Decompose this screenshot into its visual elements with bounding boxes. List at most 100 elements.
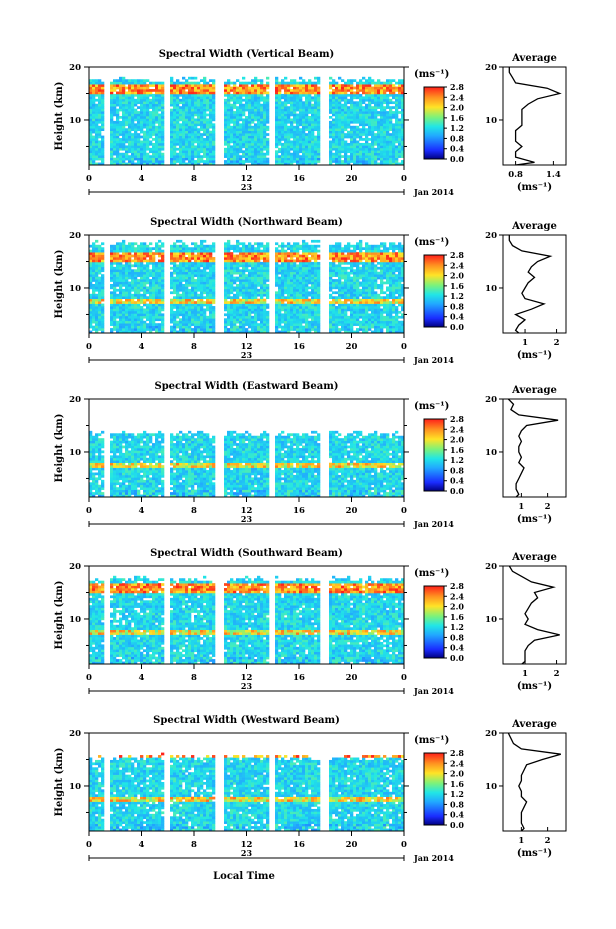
- heatmap-cell: [140, 249, 144, 253]
- heatmap-cell: [95, 264, 99, 268]
- heatmap-cell: [125, 140, 129, 144]
- heatmap-cell: [146, 264, 150, 268]
- heatmap-cell: [350, 133, 354, 136]
- heatmap-cell: [158, 133, 162, 136]
- heatmap-cell: [251, 140, 255, 144]
- heatmap-cell: [224, 81, 228, 85]
- heatmap-cell: [332, 130, 336, 134]
- heatmap-cell: [179, 281, 183, 285]
- heatmap-cell: [212, 308, 216, 312]
- heatmap-cell: [290, 133, 294, 136]
- heatmap-cell: [365, 79, 369, 82]
- heatmap-cell: [128, 157, 132, 161]
- heatmap-cell: [152, 325, 156, 329]
- heatmap-cell: [161, 284, 165, 287]
- heatmap-cell: [332, 147, 336, 151]
- heatmap-cell: [230, 264, 234, 268]
- heatmap-cell: [278, 325, 282, 329]
- heatmap-cell: [389, 157, 393, 161]
- heatmap-cell: [197, 288, 201, 292]
- heatmap-cell: [137, 152, 141, 156]
- heatmap-cell: [386, 142, 390, 146]
- heatmap-cell: [137, 264, 141, 268]
- heatmap-cell: [242, 249, 246, 253]
- heatmap-cell: [191, 242, 195, 246]
- heatmap-cell: [278, 310, 282, 314]
- heatmap-cell: [377, 89, 381, 92]
- heatmap-cell: [239, 318, 243, 322]
- heatmap-cell: [119, 286, 123, 290]
- heatmap-cell: [188, 276, 192, 280]
- heatmap-cell: [116, 320, 120, 324]
- heatmap-cell: [236, 249, 240, 253]
- heatmap-cell: [110, 271, 114, 275]
- heatmap-cell: [122, 247, 126, 250]
- heatmap-cell: [146, 113, 150, 117]
- heatmap-cell: [284, 76, 288, 80]
- heatmap-cell: [230, 301, 234, 304]
- heatmap-cell: [206, 91, 210, 95]
- heatmap-cell: [149, 133, 153, 136]
- heatmap-cell: [125, 323, 129, 326]
- heatmap-cell: [122, 264, 126, 268]
- heatmap-cell: [170, 249, 174, 253]
- heatmap-cell: [185, 315, 189, 319]
- heatmap-cell: [125, 264, 129, 268]
- heatmap-cell: [191, 160, 195, 163]
- heatmap-cell: [293, 152, 297, 156]
- heatmap-cell: [233, 125, 237, 129]
- heatmap-cell: [191, 84, 195, 87]
- heatmap-cell: [332, 155, 336, 158]
- heatmap-cell: [278, 313, 282, 317]
- heatmap-cell: [359, 106, 363, 109]
- average-profile-line: [508, 67, 562, 166]
- heatmap-cell: [92, 328, 96, 331]
- heatmap-cell: [161, 93, 165, 97]
- heatmap-cell: [317, 116, 321, 119]
- heatmap-cell: [344, 155, 348, 158]
- heatmap-cell: [188, 120, 192, 124]
- heatmap-cell: [251, 269, 255, 273]
- heatmap-cell: [119, 138, 123, 141]
- heatmap-cell: [329, 142, 333, 146]
- heatmap-cell: [296, 138, 300, 141]
- heatmap-cell: [257, 274, 261, 277]
- heatmap-cell: [230, 286, 234, 290]
- heatmap-cell: [263, 259, 267, 263]
- heatmap-cell: [149, 81, 153, 85]
- heatmap-cell: [125, 162, 129, 166]
- heatmap-cell: [89, 259, 93, 263]
- heatmap-cell: [233, 269, 237, 273]
- heatmap-cell: [203, 247, 207, 250]
- heatmap-cell: [371, 123, 375, 127]
- heatmap-cell: [371, 160, 375, 163]
- heatmap-cell: [335, 128, 339, 131]
- heatmap-cell: [116, 257, 120, 260]
- heatmap-cell: [179, 160, 183, 163]
- heatmap-cell: [188, 259, 192, 263]
- heatmap-cell: [182, 279, 186, 282]
- heatmap-cell: [311, 160, 315, 163]
- heatmap-cell: [263, 140, 267, 144]
- heatmap-cell: [395, 118, 399, 122]
- heatmap-cell: [335, 98, 339, 102]
- heatmap-cell: [131, 274, 135, 277]
- heatmap-cell: [290, 101, 294, 105]
- heatmap-cell: [149, 288, 153, 292]
- heatmap-cell: [266, 293, 270, 297]
- heatmap-cell: [392, 133, 396, 136]
- heatmap-cell: [110, 106, 114, 109]
- heatmap-cell: [140, 162, 144, 166]
- heatmap-cell: [110, 259, 114, 263]
- heatmap-cell: [287, 118, 291, 122]
- heatmap-cell: [128, 296, 132, 299]
- heatmap-cell: [206, 244, 210, 248]
- heatmap-cell: [251, 155, 255, 158]
- heatmap-cell: [266, 138, 270, 141]
- heatmap-cell: [236, 247, 240, 250]
- heatmap-cell: [263, 125, 267, 129]
- heatmap-cell: [101, 257, 105, 260]
- heatmap-cell: [401, 125, 405, 129]
- colorbar-unit: (ms⁻¹): [414, 69, 449, 80]
- heatmap-cell: [296, 123, 300, 127]
